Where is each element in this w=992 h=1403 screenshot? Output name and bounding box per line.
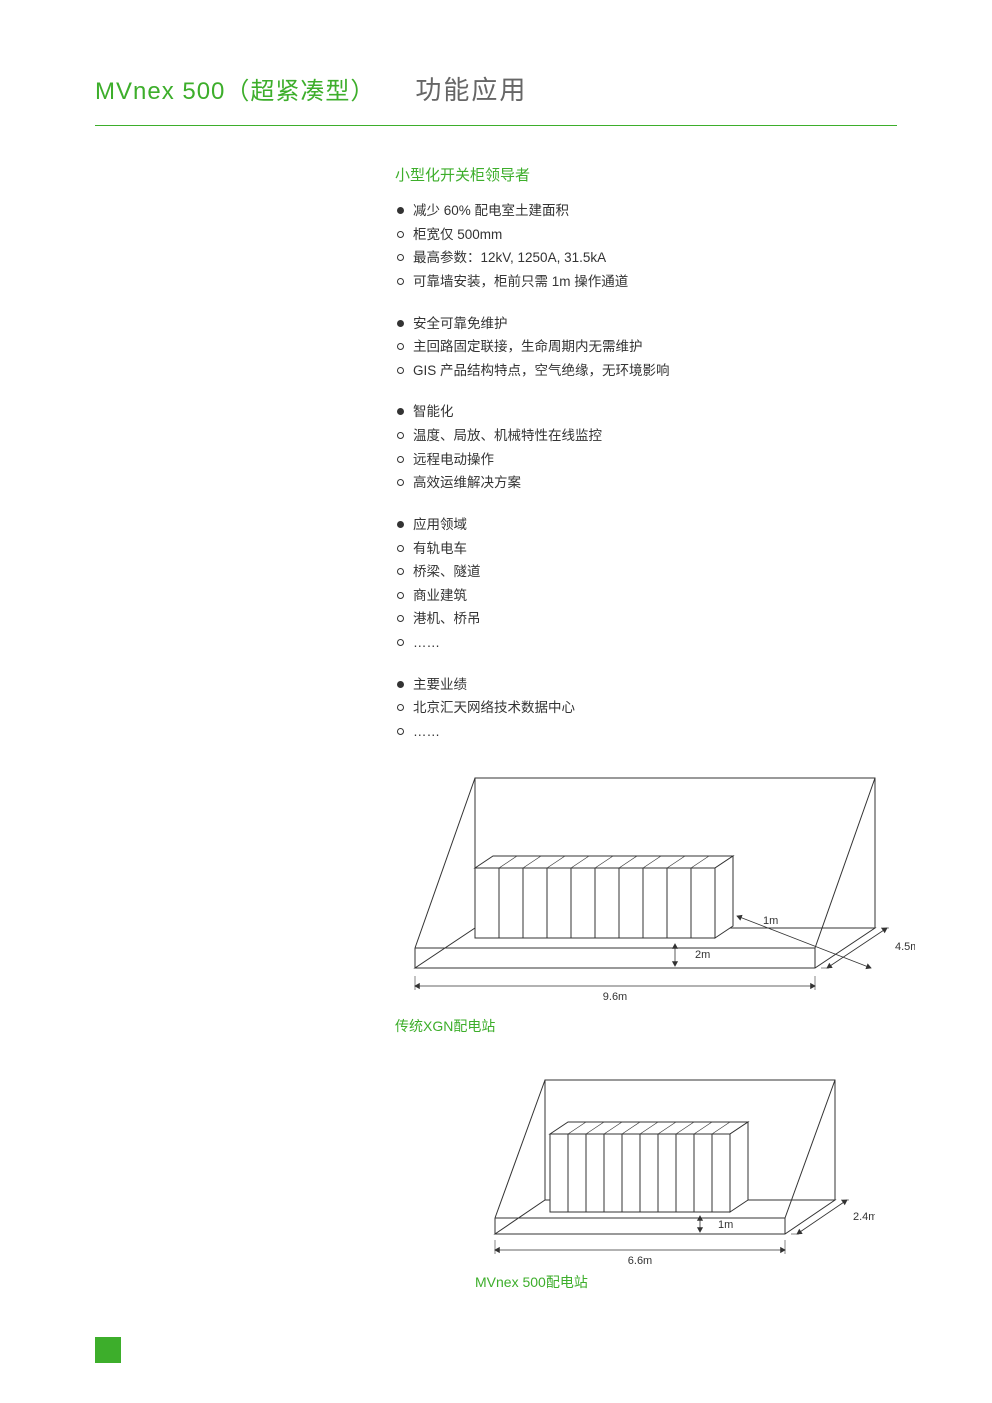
list-item: 最高参数：12kV, 1250A, 31.5kA (395, 246, 897, 270)
main-content: 小型化开关柜领导者 减少 60% 配电室土建面积 柜宽仅 500mm 最高参数：… (395, 164, 897, 1292)
list-item: 温度、局放、机械特性在线监控 (395, 424, 897, 448)
list-item: 应用领域 (395, 513, 897, 537)
feature-group-3: 应用领域 有轨电车 桥梁、隧道 商业建筑 港机、桥吊 …… (395, 513, 897, 655)
list-item: 商业建筑 (395, 584, 897, 608)
svg-text:6.6m: 6.6m (628, 1255, 652, 1264)
list-item: 桥梁、隧道 (395, 560, 897, 584)
list-item: 减少 60% 配电室土建面积 (395, 199, 897, 223)
section-heading: 小型化开关柜领导者 (395, 164, 897, 185)
svg-text:9.6m: 9.6m (603, 991, 627, 1003)
diagram-traditional: 9.6m4.5m2m1m 传统XGN配电站 (395, 768, 897, 1036)
svg-text:1m: 1m (718, 1219, 733, 1231)
page-title: 功能应用 (415, 70, 527, 107)
footer-page-marker (95, 1337, 121, 1363)
feature-group-2: 智能化 温度、局放、机械特性在线监控 远程电动操作 高效运维解决方案 (395, 400, 897, 495)
list-item: 北京汇天网络技术数据中心 (395, 696, 897, 720)
diagram-caption-2: MVnex 500配电站 (475, 1272, 897, 1292)
header-divider (95, 125, 897, 126)
diagram-mvnex: 6.6m 2.4m 1m MVnex 500配电站 (475, 1064, 897, 1292)
list-item: 港机、桥吊 (395, 607, 897, 631)
list-item: 有轨电车 (395, 537, 897, 561)
feature-group-4: 主要业绩 北京汇天网络技术数据中心 …… (395, 673, 897, 744)
list-item: 远程电动操作 (395, 448, 897, 472)
list-item: 主要业绩 (395, 673, 897, 697)
list-item: 柜宽仅 500mm (395, 223, 897, 247)
list-item: 可靠墙安装，柜前只需 1m 操作通道 (395, 270, 897, 294)
product-title: MVnex 500（超紧凑型） (95, 71, 375, 106)
list-item: …… (395, 631, 897, 655)
diagram-caption-1: 传统XGN配电站 (395, 1016, 897, 1036)
svg-text:4.5m: 4.5m (895, 941, 915, 953)
diagram-traditional-svg: 9.6m 4.5m 2m 1m (395, 768, 915, 1008)
list-item: GIS 产品结构特点，空气绝缘，无环境影响 (395, 359, 897, 383)
diagram-mvnex-svg: 6.6m 2.4m 1m (475, 1064, 875, 1264)
list-item: 高效运维解决方案 (395, 471, 897, 495)
list-item: 主回路固定联接，生命周期内无需维护 (395, 335, 897, 359)
feature-group-1: 安全可靠免维护 主回路固定联接，生命周期内无需维护 GIS 产品结构特点，空气绝… (395, 312, 897, 383)
list-item: 智能化 (395, 400, 897, 424)
svg-text:1m: 1m (763, 915, 778, 927)
feature-group-0: 减少 60% 配电室土建面积 柜宽仅 500mm 最高参数：12kV, 1250… (395, 199, 897, 294)
list-item: 安全可靠免维护 (395, 312, 897, 336)
page-header: MVnex 500（超紧凑型） 功能应用 (95, 70, 897, 107)
list-item: …… (395, 720, 897, 744)
svg-text:2.4m: 2.4m (853, 1211, 875, 1223)
svg-text:2m: 2m (695, 949, 710, 961)
